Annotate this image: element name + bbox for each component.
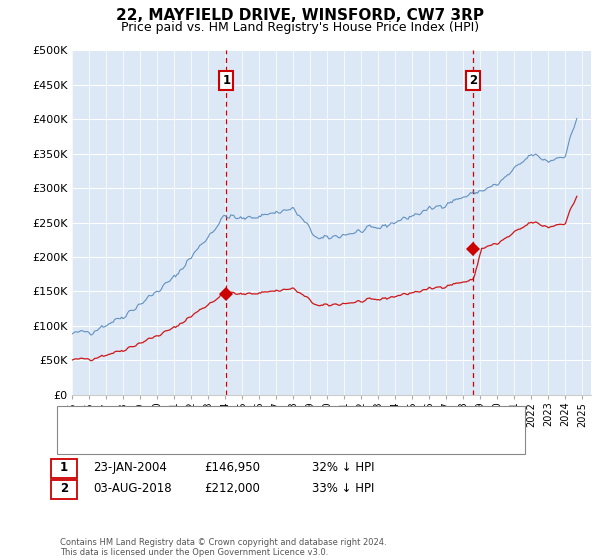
Text: 2: 2 xyxy=(469,74,478,87)
Text: 03-AUG-2018: 03-AUG-2018 xyxy=(93,482,172,496)
Text: 1: 1 xyxy=(60,461,68,474)
Text: 1: 1 xyxy=(222,74,230,87)
Text: 22, MAYFIELD DRIVE, WINSFORD, CW7 3RP: 22, MAYFIELD DRIVE, WINSFORD, CW7 3RP xyxy=(116,8,484,24)
Text: —: — xyxy=(69,432,85,446)
Text: Contains HM Land Registry data © Crown copyright and database right 2024.
This d: Contains HM Land Registry data © Crown c… xyxy=(60,538,386,557)
Text: 23-JAN-2004: 23-JAN-2004 xyxy=(93,461,167,474)
Text: HPI: Average price, detached house, Cheshire West and Chester: HPI: Average price, detached house, Ches… xyxy=(87,434,422,444)
Text: 32% ↓ HPI: 32% ↓ HPI xyxy=(312,461,374,474)
Text: £146,950: £146,950 xyxy=(204,461,260,474)
Text: £212,000: £212,000 xyxy=(204,482,260,496)
Text: Price paid vs. HM Land Registry's House Price Index (HPI): Price paid vs. HM Land Registry's House … xyxy=(121,21,479,34)
Text: —: — xyxy=(69,413,85,428)
Text: 22, MAYFIELD DRIVE, WINSFORD, CW7 3RP (detached house): 22, MAYFIELD DRIVE, WINSFORD, CW7 3RP (d… xyxy=(87,416,405,426)
Text: 33% ↓ HPI: 33% ↓ HPI xyxy=(312,482,374,496)
Text: 2: 2 xyxy=(60,482,68,496)
